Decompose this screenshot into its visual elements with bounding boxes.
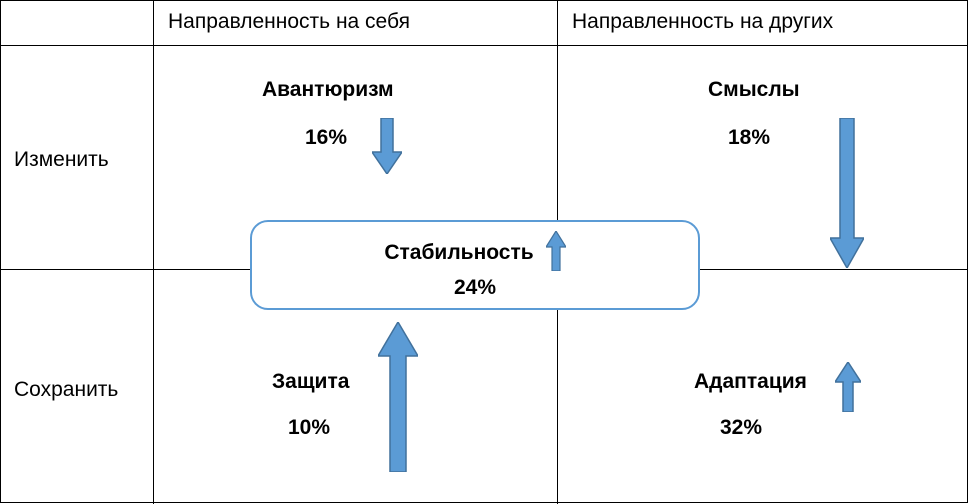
q3-percent: 10% — [288, 416, 330, 440]
grid-hline-1 — [1, 45, 968, 46]
q1-arrow-down-icon — [372, 118, 402, 179]
q4-title: Адаптация — [694, 370, 807, 394]
q2-percent: 18% — [728, 126, 770, 150]
q3-title: Защита — [272, 370, 349, 394]
q2-title: Смыслы — [708, 78, 800, 102]
center-stability-box: Стабильность 24% — [250, 220, 700, 310]
column-header-self: Направленность на себя — [168, 10, 410, 34]
grid-vline-1 — [153, 1, 154, 504]
q4-percent: 32% — [720, 416, 762, 440]
row-label-change: Изменить — [14, 148, 109, 172]
row-label-preserve: Сохранить — [14, 378, 118, 402]
q2-arrow-down-icon — [830, 118, 864, 273]
q4-arrow-up-icon — [835, 362, 861, 417]
center-title: Стабильность — [384, 241, 533, 265]
column-header-others: Направленность на других — [572, 10, 833, 34]
center-arrow-up-icon — [546, 231, 566, 276]
q3-arrow-up-icon — [378, 322, 418, 477]
center-percent: 24% — [454, 276, 496, 300]
q1-percent: 16% — [305, 126, 347, 150]
q1-title: Авантюризм — [262, 78, 394, 102]
